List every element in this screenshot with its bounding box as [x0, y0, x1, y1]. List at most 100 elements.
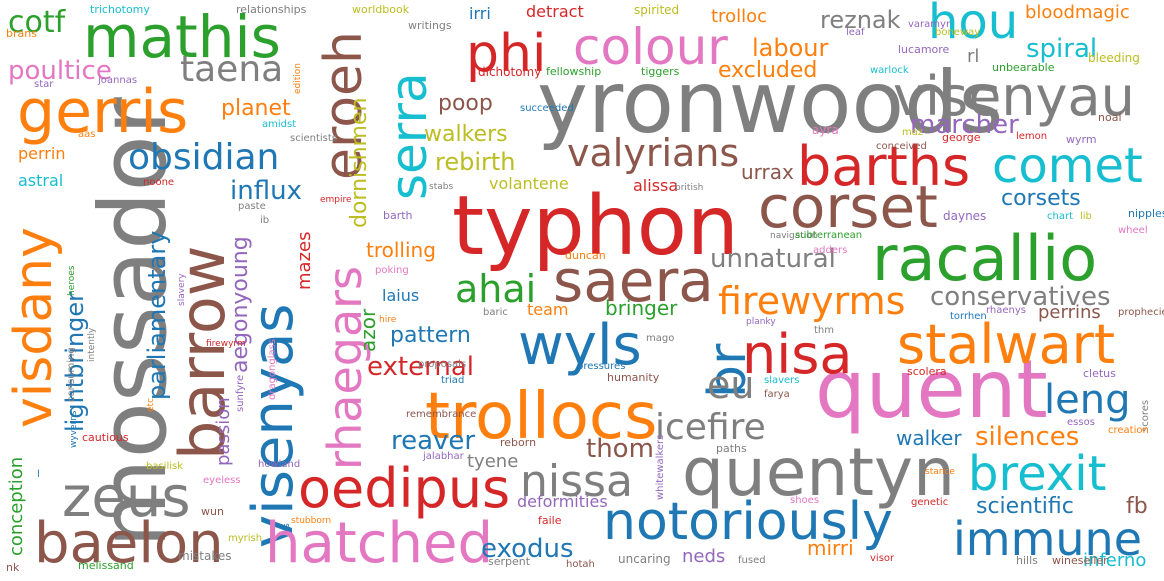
word-spirited: spirited	[634, 3, 680, 17]
word-fused: visor	[870, 553, 895, 564]
word-leaf: leaf	[846, 27, 865, 38]
word-alissa: alissa	[633, 176, 679, 195]
word-stance: genetic	[911, 497, 949, 508]
word-trolloc: trolloc	[711, 6, 767, 27]
word-mathis: mathis	[83, 3, 281, 71]
word-ib: empire	[320, 195, 352, 205]
word-writings: writings	[408, 19, 452, 32]
word-nipples: wheel	[1118, 225, 1148, 236]
word-labour: labour	[752, 34, 829, 62]
word-noal: noone	[143, 177, 175, 188]
word-rhaenys: prophecies	[1118, 307, 1164, 318]
word-walker: walker	[896, 426, 962, 450]
word-taena: taena	[180, 49, 284, 90]
word-volantene: volantene	[489, 174, 569, 193]
word-wun: eyeless	[203, 475, 241, 486]
word-laius: laius	[382, 286, 420, 305]
word-pattern: pattern	[390, 323, 471, 348]
word-joannas: edition	[293, 63, 303, 94]
word-dichotomy: dichotomy	[478, 65, 542, 79]
word-whitewalkers: paths	[716, 442, 747, 455]
word-parliamentary: parliamentary	[143, 230, 171, 400]
word-barth: chart	[1047, 211, 1073, 222]
word-conception: conception	[6, 456, 27, 556]
word-irri: irri	[469, 4, 491, 23]
word-adders: poking	[375, 265, 409, 276]
word-bleeding: bleeding	[1088, 51, 1140, 65]
word-british: paste	[238, 201, 266, 212]
word-typhon: typhon	[452, 179, 739, 274]
word-paths: stance	[925, 467, 955, 477]
word-hou: hou	[928, 0, 1019, 50]
word-rl: rl	[967, 46, 980, 67]
word-excluded: excluded	[718, 58, 818, 83]
word-immune: immune	[953, 512, 1143, 566]
word-mazes: mazes	[294, 231, 315, 290]
word-nisa: nisa	[742, 323, 853, 386]
word-poop: poop	[438, 91, 493, 116]
word-yronwoods: yronwoods	[537, 53, 1004, 153]
word-baric: torrhen	[950, 311, 987, 322]
word-scientists: aas	[78, 129, 96, 140]
word-wheel: navigation	[770, 231, 818, 241]
word-edition: amidst	[262, 119, 297, 130]
word-leng: leng	[1044, 377, 1131, 423]
word-firewyrm: sunfyre	[235, 374, 246, 412]
word-sunfyre: dragonglass	[267, 338, 278, 400]
word-humanity: scolera	[907, 365, 947, 378]
word-myrish: wun	[201, 505, 224, 518]
word-planky: mago	[646, 333, 675, 344]
word-azor: azor	[356, 308, 380, 352]
word-icefire: icefire	[655, 407, 766, 448]
word-colour: colour	[573, 18, 728, 76]
word-rhaegars: rhaegars	[318, 265, 372, 470]
word-dornishmen: dornishmen	[347, 97, 372, 228]
word-hills: wineseller	[1052, 554, 1108, 567]
word-proposals: triad	[441, 375, 465, 386]
word-consuming: intently	[87, 327, 97, 362]
word-tyene: tyene	[467, 451, 519, 472]
word-walkers: walkers	[424, 122, 508, 147]
word-stubborn: serpent	[488, 555, 531, 568]
word-notoriously: notoriously	[603, 492, 893, 552]
word-stalwart: stalwart	[897, 313, 1116, 376]
word-etc: firewyrm	[206, 339, 246, 349]
word-cautious: wyverns	[69, 410, 79, 449]
word-wyverns: consuming	[66, 347, 77, 402]
word-trollocs: trollocs	[425, 380, 658, 454]
word-succeeded: ayra	[812, 123, 839, 137]
word-yin: boneway	[935, 27, 981, 38]
word-detract: detract	[526, 2, 584, 21]
word-barths: barths	[797, 135, 971, 198]
word-thm: planky	[746, 317, 776, 327]
word-intently: heroes	[67, 265, 77, 296]
word-fb: fb	[1126, 494, 1148, 519]
word-unbearable: unbearable	[992, 61, 1055, 74]
word-external: external	[367, 352, 474, 382]
word-valyrians: valyrians	[567, 131, 740, 175]
word-genetic: shoes	[790, 495, 820, 506]
word-influx: influx	[230, 176, 302, 206]
word-saera: saera	[553, 247, 714, 315]
word-corsets: corsets	[1001, 186, 1081, 211]
word-serpent: hotah	[566, 559, 595, 570]
word-thom: thom	[586, 434, 654, 464]
word-stabs: british	[675, 183, 704, 193]
word-george: lemon	[1016, 131, 1048, 142]
word-scolera: cletus	[1083, 367, 1116, 380]
word-passion: passion	[213, 397, 234, 466]
word-spiral: spiral	[1026, 34, 1098, 64]
word-empire: barth	[383, 209, 413, 222]
word-neds: neds	[682, 546, 726, 567]
word-comet: comet	[992, 138, 1143, 194]
word-pressures: humanity	[607, 371, 660, 384]
word-wyls: wyls	[518, 313, 642, 378]
word-reborn: jalabhar	[423, 451, 464, 462]
word-aas: succeeded	[520, 103, 574, 114]
word-navigation: subterranean	[795, 230, 863, 241]
word-gerris: gerris	[17, 77, 189, 147]
word-eu: eu	[707, 363, 755, 407]
word-racallio: racallio	[872, 222, 1098, 295]
word-astral: astral	[18, 171, 64, 190]
word-bringer: bringer	[605, 296, 678, 320]
